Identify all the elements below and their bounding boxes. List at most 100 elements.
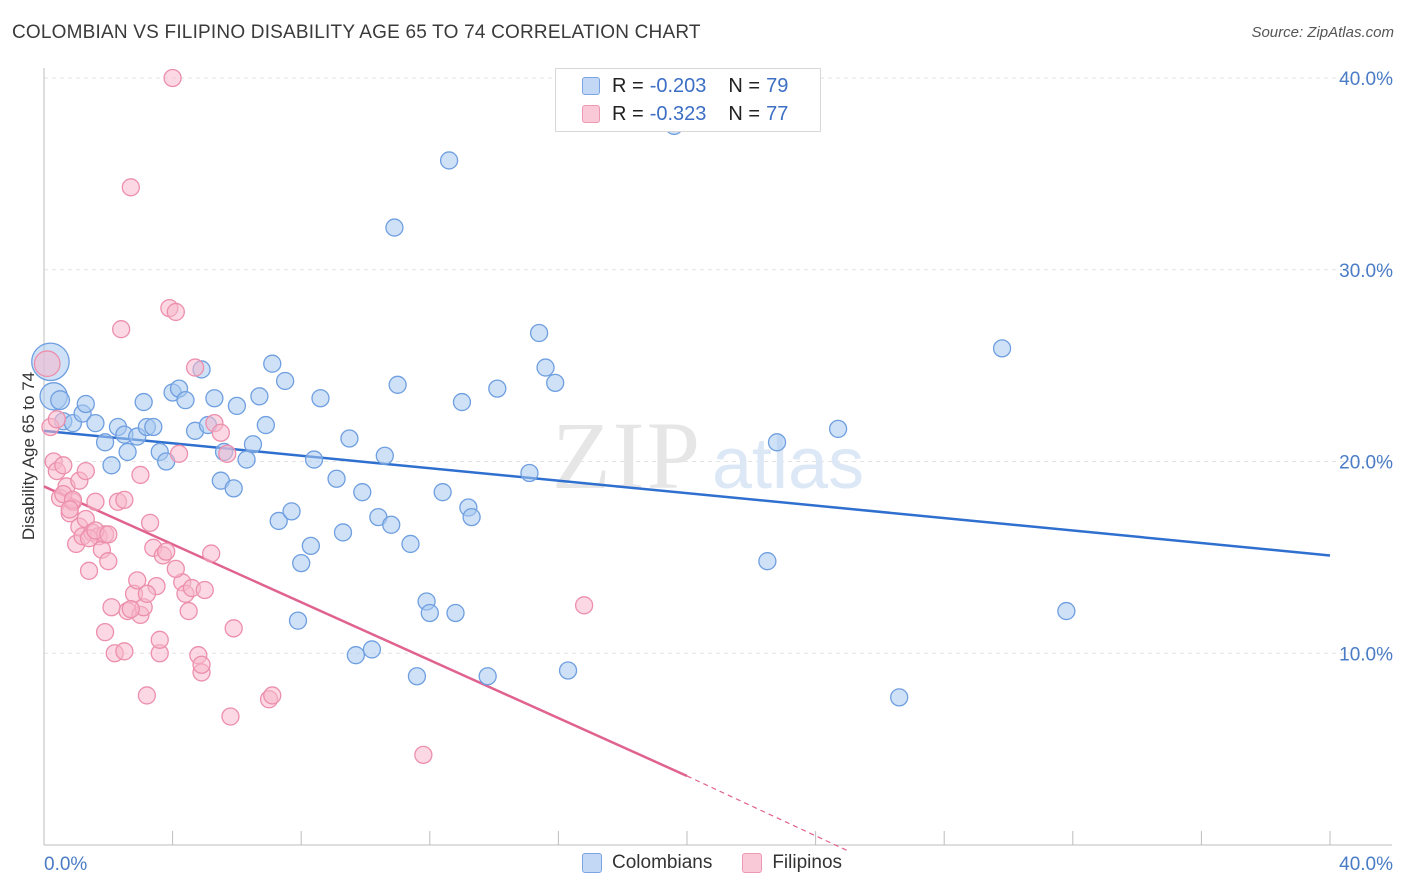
colombian-point (758, 552, 777, 571)
filipino-point (115, 642, 134, 661)
colombian-point (478, 667, 497, 686)
y-tick-label: 30.0% (1339, 261, 1393, 282)
filipino-point (192, 655, 211, 674)
x-tick-label: 0.0% (44, 854, 87, 875)
legend-item-colombians[interactable]: Colombians (582, 852, 712, 874)
filipino-point (121, 599, 140, 619)
colombian-point (401, 534, 420, 554)
filipino-point (137, 584, 157, 603)
filipino-point (202, 544, 221, 563)
filipino-point (574, 596, 594, 615)
filipino-point (76, 461, 95, 481)
colombian-point (118, 442, 137, 462)
colombian-point (275, 371, 295, 391)
colombian-point (282, 502, 301, 521)
colombian-point (205, 389, 224, 408)
legend-r-value: -0.323 (649, 102, 707, 125)
colombian-point (420, 603, 439, 623)
filipino-point (86, 492, 105, 511)
colombian-point (76, 394, 95, 414)
legend-label-filipinos: Filipinos (772, 852, 843, 873)
y-tick-label: 10.0% (1339, 644, 1393, 665)
colombian-point (890, 688, 909, 707)
filipino-point (54, 456, 73, 475)
filipino-point (169, 444, 189, 463)
x-tick-label: 40.0% (1339, 854, 1393, 875)
colombian-point (95, 433, 115, 452)
colombian-point (536, 358, 555, 377)
colombian-point (102, 456, 121, 475)
colombian-point (144, 417, 163, 437)
colombian-point (992, 339, 1012, 358)
y-tick-label: 20.0% (1339, 453, 1393, 474)
colombian-point (558, 661, 578, 680)
filipino-point (166, 302, 185, 322)
filipino-point (99, 525, 118, 544)
colombian-point (353, 483, 372, 502)
gridlines (44, 77, 1392, 654)
colombian-point (333, 523, 353, 542)
colombian-point (375, 446, 394, 465)
filipino-point (47, 410, 67, 429)
colombian-point (301, 536, 320, 556)
filipino-point (95, 623, 115, 642)
colombian-point (224, 479, 243, 498)
x-tick-labels: 0.0% 40.0% (44, 854, 1393, 875)
filipino-point (414, 745, 433, 765)
colombian-point (446, 603, 465, 623)
colombian-point (462, 507, 481, 527)
filipino-point (218, 444, 237, 463)
filipino-point (79, 561, 99, 580)
filipino-point (140, 513, 160, 533)
colombian-point (828, 419, 848, 439)
colombian-point (407, 667, 427, 686)
legend-n-value: 77 (766, 102, 789, 125)
source-label: Source: ZipAtlas.com (1251, 24, 1394, 41)
filipino-point (150, 630, 169, 649)
legend-swatch-filipinos (742, 853, 763, 873)
colombian-point (86, 413, 105, 433)
colombian-point (250, 387, 269, 406)
colombian-point (488, 379, 507, 398)
colombian-point (529, 323, 549, 343)
data-points (31, 68, 1076, 765)
legend-label-colombians: Colombians (612, 852, 713, 873)
colombian-point (340, 429, 359, 448)
colombian-point (243, 435, 263, 454)
legend-swatch-colombians (582, 77, 600, 95)
colombian-point (176, 390, 195, 410)
colombian-point (263, 354, 282, 373)
filipino-point (163, 68, 182, 88)
colombian-point (1057, 601, 1076, 621)
colombian-point (311, 389, 330, 408)
legend-swatch-filipinos (582, 105, 600, 123)
colombian-point (269, 511, 288, 531)
legend-swatch-colombians (582, 853, 602, 873)
legend-item-filipinos[interactable]: Filipinos (742, 852, 842, 874)
filipino-point (221, 707, 240, 726)
y-tick-label: 40.0% (1339, 69, 1393, 90)
colombian-point (433, 483, 452, 502)
legend-n-label: N = (728, 102, 761, 125)
filipino-point (137, 686, 157, 705)
legend-r-label: R = (612, 74, 644, 97)
colombian-point (382, 515, 401, 534)
colombian-point (327, 469, 346, 488)
colombian-point (227, 396, 247, 416)
colombian-point (256, 415, 275, 435)
colombian-point (50, 390, 71, 411)
filipino-point (99, 552, 118, 571)
filipino-point (211, 423, 230, 442)
filipino-point (33, 350, 61, 378)
filipino-point (224, 619, 243, 638)
filipino-point (128, 571, 147, 590)
filipino-point (263, 686, 282, 705)
legend-r-label: R = (612, 102, 644, 125)
colombian-point (439, 151, 459, 170)
filipino-point (102, 598, 121, 617)
legend-row-colombians: R = -0.203 N = 79 (582, 73, 788, 99)
legend-n-value: 79 (766, 74, 789, 97)
colombian-point (767, 433, 787, 452)
stats-legend: R = -0.203 N = 79 R = -0.323 N = 77 (555, 68, 821, 132)
filipino-point (166, 559, 185, 579)
